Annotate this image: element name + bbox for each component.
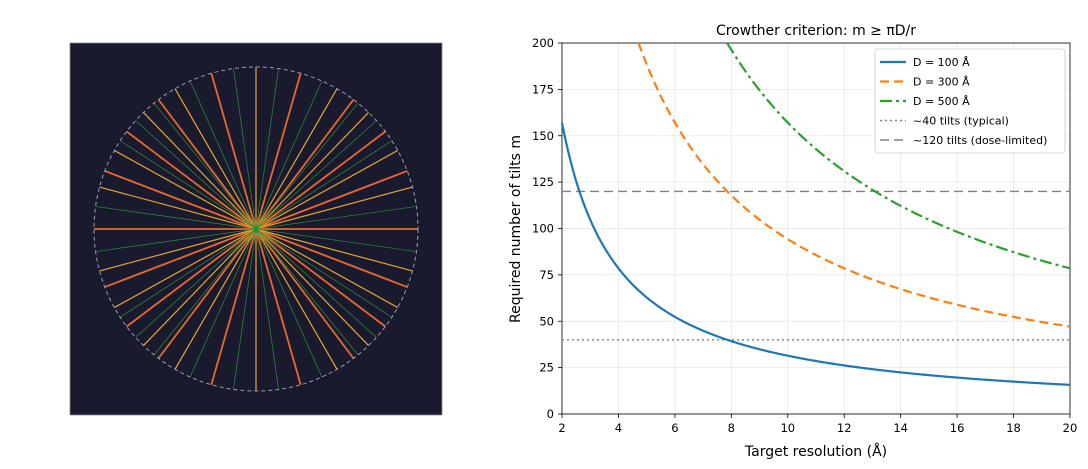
x-axis-ticks: 2 4 6 8 10 12 14 16 18 20 bbox=[558, 414, 1077, 435]
x-tick-label: 18 bbox=[1006, 421, 1021, 435]
x-tick-label: 20 bbox=[1063, 421, 1078, 435]
x-tick-label: 6 bbox=[671, 421, 678, 435]
legend-label: D = 100 Å bbox=[913, 56, 970, 69]
y-tick-label: 125 bbox=[532, 175, 554, 189]
y-tick-label: 200 bbox=[532, 36, 554, 50]
legend-label: D = 300 Å bbox=[913, 76, 970, 89]
x-axis-label: Target resolution (Å) bbox=[744, 443, 887, 460]
legend-label: ~120 tilts (dose-limited) bbox=[913, 134, 1047, 147]
y-tick-label: 25 bbox=[539, 361, 554, 375]
tilt-spoke-line bbox=[233, 68, 279, 390]
legend-label: D = 500 Å bbox=[913, 95, 970, 108]
legend-label: ~40 tilts (typical) bbox=[913, 115, 1009, 128]
tilt-spokes bbox=[94, 67, 418, 391]
crowther-chart: 2 4 6 8 10 12 14 16 18 20 0255075100125150175200 … bbox=[508, 23, 1077, 460]
x-tick-label: 16 bbox=[950, 421, 965, 435]
series-curves bbox=[560, 42, 1071, 386]
x-tick-label: 4 bbox=[615, 421, 622, 435]
tilt-pattern-panel bbox=[69, 42, 443, 416]
x-tick-label: 2 bbox=[558, 421, 565, 435]
x-tick-label: 14 bbox=[893, 421, 908, 435]
y-tick-label: 75 bbox=[539, 268, 554, 282]
y-axis-label: Required number of tilts m bbox=[508, 135, 524, 323]
series-line bbox=[726, 42, 1071, 270]
x-tick-label: 12 bbox=[837, 421, 852, 435]
y-axis-ticks: 0 25 50 75 100 125 150 175 200 bbox=[532, 36, 562, 421]
sampling-boundary-circle bbox=[93, 66, 419, 392]
series-line bbox=[560, 122, 1071, 386]
y-tick-label: 175 bbox=[532, 82, 554, 96]
reference-lines bbox=[562, 190, 1070, 341]
x-tick-label: 8 bbox=[728, 421, 735, 435]
legend-box bbox=[874, 48, 1066, 154]
series-line bbox=[637, 42, 1071, 328]
legend-items: D = 100 Å D = 300 Å D = 500 Å ~40 tilts (ty… bbox=[880, 56, 1047, 147]
chart-title: Crowther criterion: m ≥ πD/r bbox=[716, 23, 916, 39]
y-tick-label: 100 bbox=[532, 222, 554, 236]
x-tick-label: 10 bbox=[780, 421, 795, 435]
y-tick-label: 150 bbox=[532, 129, 554, 143]
y-tick-label: 0 bbox=[547, 407, 554, 421]
legend: D = 100 Å D = 300 Å D = 500 Å ~40 tilts (ty… bbox=[874, 48, 1066, 154]
y-tick-label: 50 bbox=[539, 314, 554, 328]
